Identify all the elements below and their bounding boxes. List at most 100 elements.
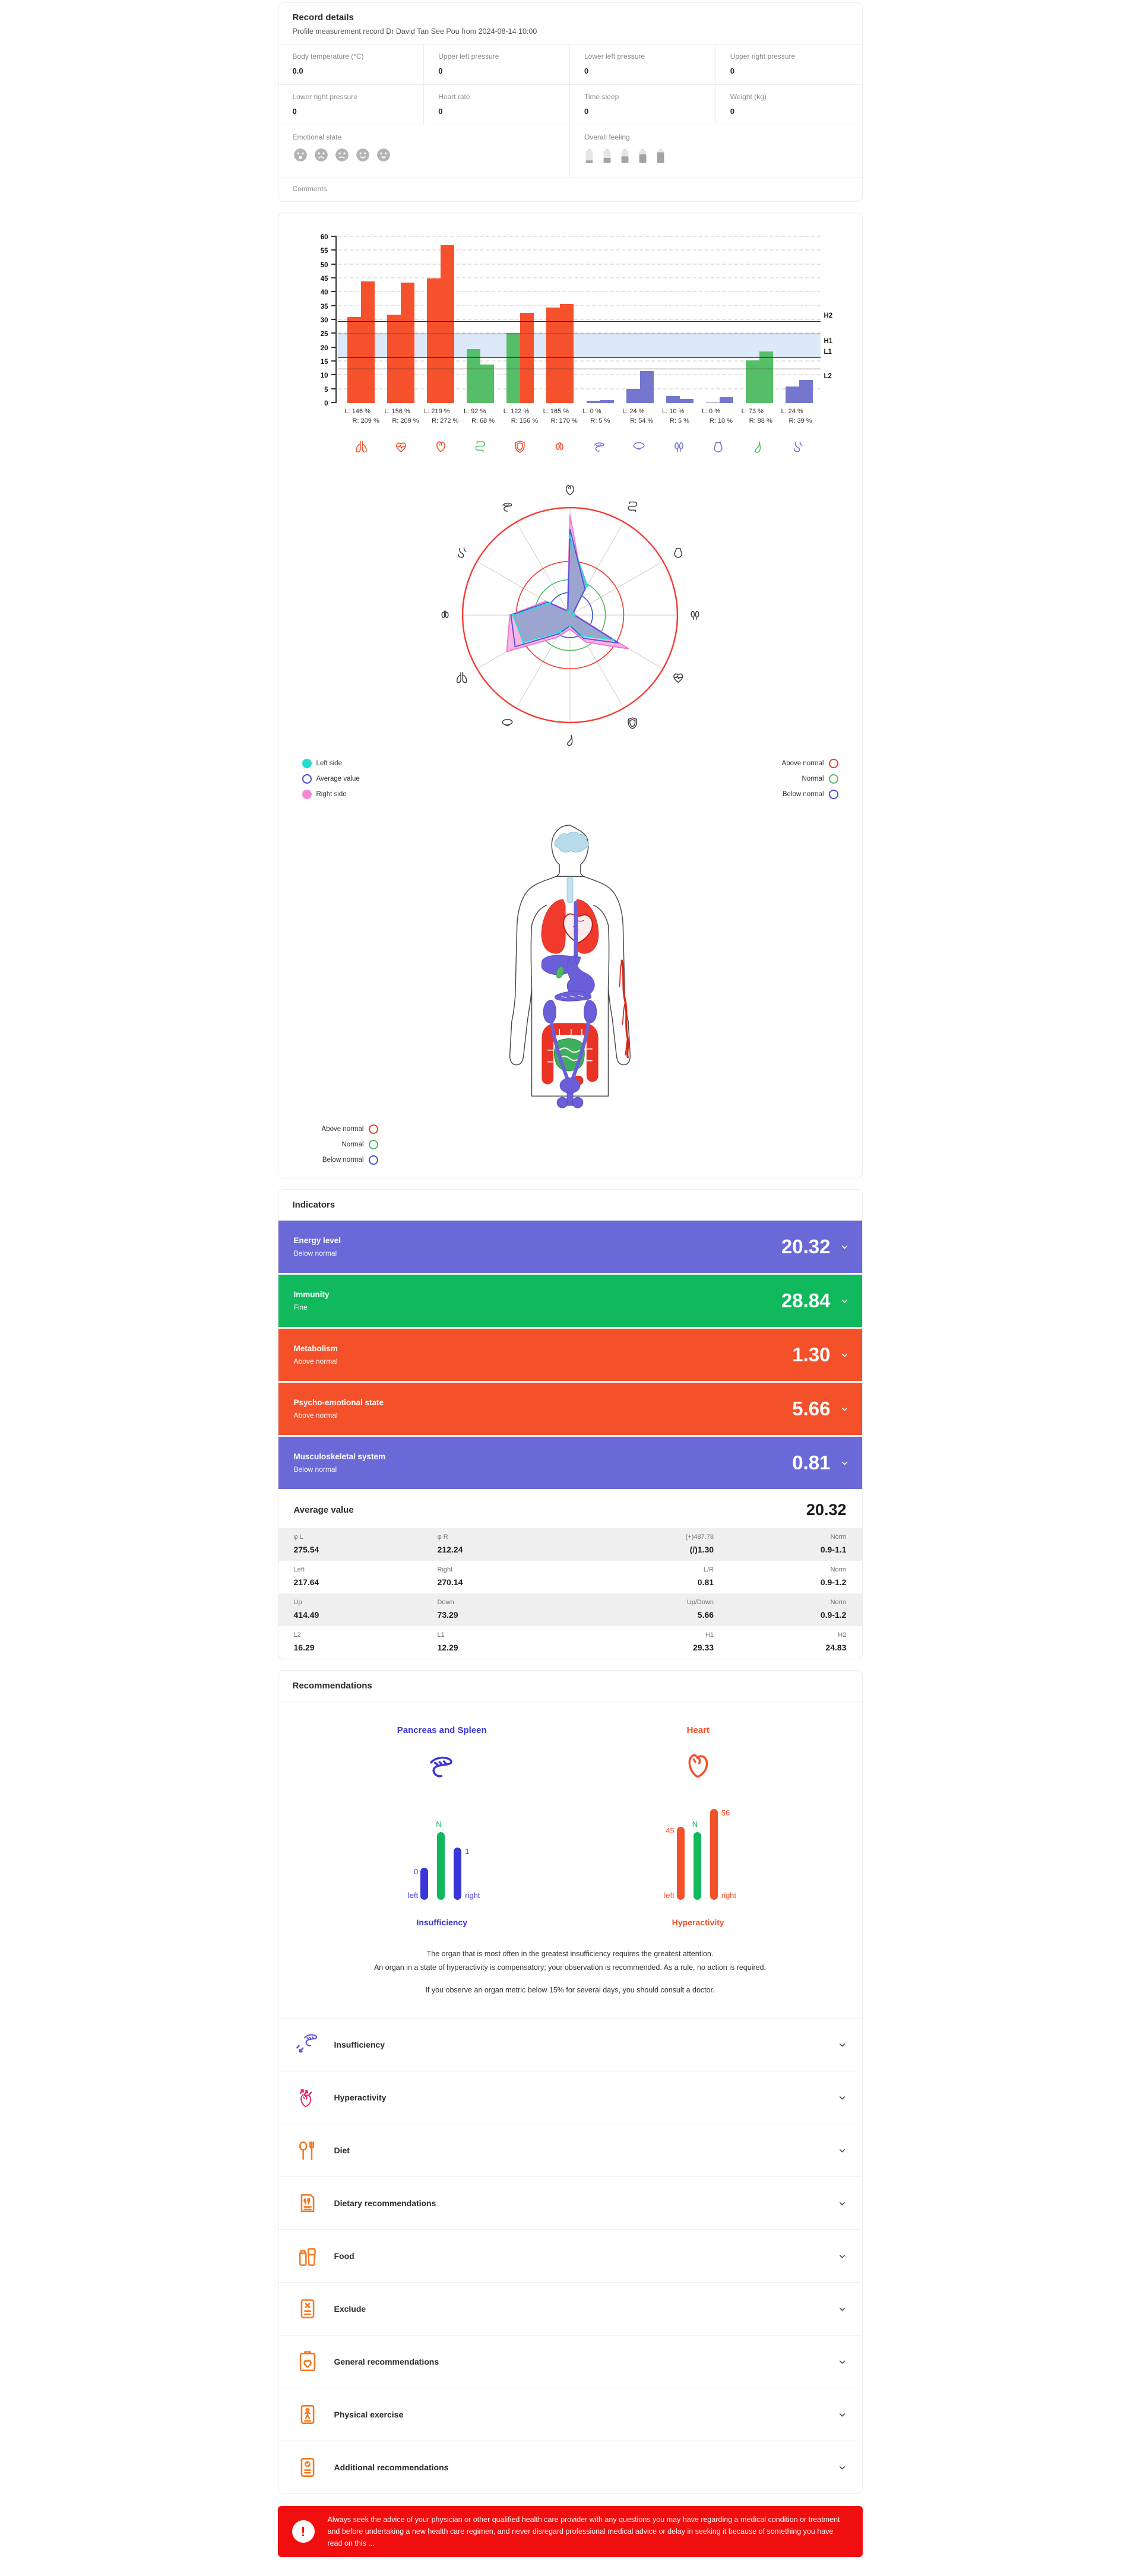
pancreas-icon: [424, 1748, 460, 1787]
indicator-row-energy-level[interactable]: Energy level Below normal 20.32: [278, 1221, 862, 1273]
table-cell-l/r: L/R 0.81: [581, 1566, 714, 1587]
chevron-down-icon[interactable]: [838, 2199, 847, 2208]
chevron-down-icon[interactable]: [838, 2410, 847, 2419]
indicator-row-immunity[interactable]: Immunity Fine 28.84: [278, 1275, 862, 1327]
section-hyperactivity[interactable]: Hyperactivity: [278, 2071, 862, 2124]
section-label: Dietary recommendations: [334, 2198, 436, 2208]
indicator-row-psycho-emotional-state[interactable]: Psycho-emotional state Above normal 5.66: [278, 1383, 862, 1435]
indicator-status: Below normal: [293, 1465, 337, 1474]
mini-left-label: left: [407, 1891, 419, 1900]
body-legend-above-normal: Above normal: [302, 1124, 378, 1134]
radar-heart-icon: [565, 484, 575, 496]
section-general-recommendations[interactable]: General recommendations: [278, 2335, 862, 2388]
table-cell-label: (+)487.78: [685, 1533, 714, 1541]
section-physical-exercise[interactable]: Physical exercise: [278, 2388, 862, 2441]
field-body-temperature-c-[interactable]: Body temperature (°C) 0.0: [278, 45, 425, 85]
table-cell-value: 270.14: [437, 1577, 463, 1587]
bar-group-liver: [625, 370, 655, 403]
insuff-icon: [294, 2032, 321, 2058]
field-weight-kg-[interactable]: Weight (kg) 0: [715, 85, 862, 125]
radar-kidneys-icon: [691, 610, 699, 620]
table-cell-value: 0.9-1.2: [820, 1577, 847, 1587]
emotion-happy-icon[interactable]: [355, 147, 370, 166]
chevron-down-icon[interactable]: [840, 1405, 849, 1414]
table-cell-right: Right 270.14: [438, 1566, 581, 1587]
field-heart-rate[interactable]: Heart rate 0: [424, 85, 570, 125]
chevron-down-icon[interactable]: [840, 1297, 849, 1306]
recommendations-title: Recommendations: [278, 1671, 862, 1702]
comments-field[interactable]: Comments: [278, 177, 862, 201]
section-label: General recommendations: [334, 2357, 439, 2366]
chevron-down-icon[interactable]: [840, 1459, 849, 1468]
table-cell-value: 5.66: [697, 1610, 714, 1620]
bar-gallbladder-right: [759, 351, 774, 403]
section-additional-recommendations[interactable]: Additional recommendations: [278, 2441, 862, 2493]
bladder-icon: [702, 439, 735, 455]
mini-bar-right: [710, 1809, 718, 1900]
clipboard-heart-icon: [294, 2349, 321, 2375]
legend-above-normal: Above normal: [782, 759, 838, 768]
field-lower-left-pressure[interactable]: Lower left pressure 0: [570, 45, 716, 85]
bar-heart-left: [426, 278, 441, 403]
mini-bar-left: [676, 1827, 685, 1900]
chevron-down-icon[interactable]: [838, 2305, 847, 2314]
table-cell-value: 414.49: [293, 1610, 319, 1620]
stomach-icon: [781, 439, 814, 455]
field-upper-right-pressure[interactable]: Upper right pressure 0: [715, 45, 862, 85]
charts-card: 0 5 10 15 20 25 30 35 40 45 50 55 60 H2 H1 L1 L2 L: 146 …: [277, 213, 863, 1178]
field-value: 0: [438, 66, 443, 75]
intestine-icon: [464, 439, 497, 455]
indicator-value: 1.30: [792, 1344, 831, 1365]
chevron-down-icon[interactable]: [838, 2146, 847, 2155]
battery-level-3-icon[interactable]: [620, 147, 630, 168]
battery-level-2-icon[interactable]: [602, 147, 612, 168]
table-cell-label: φ L: [293, 1533, 303, 1541]
indicator-row-musculoskeletal-system[interactable]: Musculoskeletal system Below normal 0.81: [278, 1437, 862, 1489]
field-label: Time sleep: [584, 93, 619, 101]
chevron-down-icon[interactable]: [838, 2463, 847, 2472]
bar-label-kidneys: L: 10 % R: 5 %: [662, 408, 690, 424]
overall-feeling-batteries: [584, 147, 848, 168]
cardio-icon: [384, 439, 417, 455]
section-insufficiency[interactable]: Insufficiency: [278, 2018, 862, 2071]
organ-panel-title: Heart: [686, 1725, 710, 1735]
bar-label-thyroid: L: 165 % R: 170 %: [543, 408, 578, 424]
bar-bladder-right: [720, 397, 734, 403]
bar-label-lungs: L: 146 % R: 209 %: [344, 408, 379, 424]
indicator-row-metabolism[interactable]: Metabolism Above normal 1.30: [278, 1329, 862, 1381]
table-cell-label: Left: [293, 1566, 305, 1573]
feeling-row: Emotional state Overall feeling: [278, 125, 862, 177]
battery-level-5-icon[interactable]: [656, 147, 666, 168]
section-label: Food: [334, 2251, 354, 2261]
record-details-subtitle: Profile measurement record Dr David Tan …: [292, 27, 537, 36]
section-food[interactable]: Food: [278, 2229, 862, 2282]
section-exclude[interactable]: Exclude: [278, 2282, 862, 2335]
chevron-down-icon[interactable]: [840, 1351, 849, 1360]
recommendation-doctor-note: If you observe an organ metric below 15%…: [425, 1986, 715, 1994]
emotion-sad-icon[interactable]: [314, 147, 329, 166]
emotion-very-sad-icon[interactable]: [293, 147, 308, 166]
emotion-neutral-icon[interactable]: [334, 147, 350, 166]
organ-bar-chart-icons: [335, 429, 821, 455]
field-time-sleep[interactable]: Time sleep 0: [570, 85, 716, 125]
mini-bar-value: N: [436, 1820, 442, 1829]
chevron-down-icon[interactable]: [838, 2040, 847, 2049]
battery-level-4-icon[interactable]: [638, 147, 648, 168]
record-details-header: Record details Profile measurement recor…: [278, 3, 862, 44]
chevron-down-icon[interactable]: [838, 2093, 847, 2102]
bar-label-cardio: L: 156 % R: 209 %: [384, 408, 419, 424]
gridline: [337, 332, 821, 334]
indicator-label: Musculoskeletal system: [293, 1452, 386, 1461]
bar-liver-left: [626, 388, 640, 403]
field-lower-right-pressure[interactable]: Lower right pressure 0: [278, 85, 425, 125]
section-diet[interactable]: Diet: [278, 2124, 862, 2176]
battery-level-1-icon[interactable]: [584, 147, 594, 168]
emotion-very-happy-icon[interactable]: [376, 147, 391, 166]
mini-bar-value: 45: [666, 1826, 674, 1835]
chevron-down-icon[interactable]: [838, 2252, 847, 2261]
field-upper-left-pressure[interactable]: Upper left pressure 0: [424, 45, 570, 85]
section-dietary-recommendations[interactable]: Dietary recommendations: [278, 2176, 862, 2229]
chevron-down-icon[interactable]: [838, 2358, 847, 2366]
bar-gallbladder-left: [746, 360, 760, 403]
chevron-down-icon[interactable]: [840, 1243, 849, 1251]
